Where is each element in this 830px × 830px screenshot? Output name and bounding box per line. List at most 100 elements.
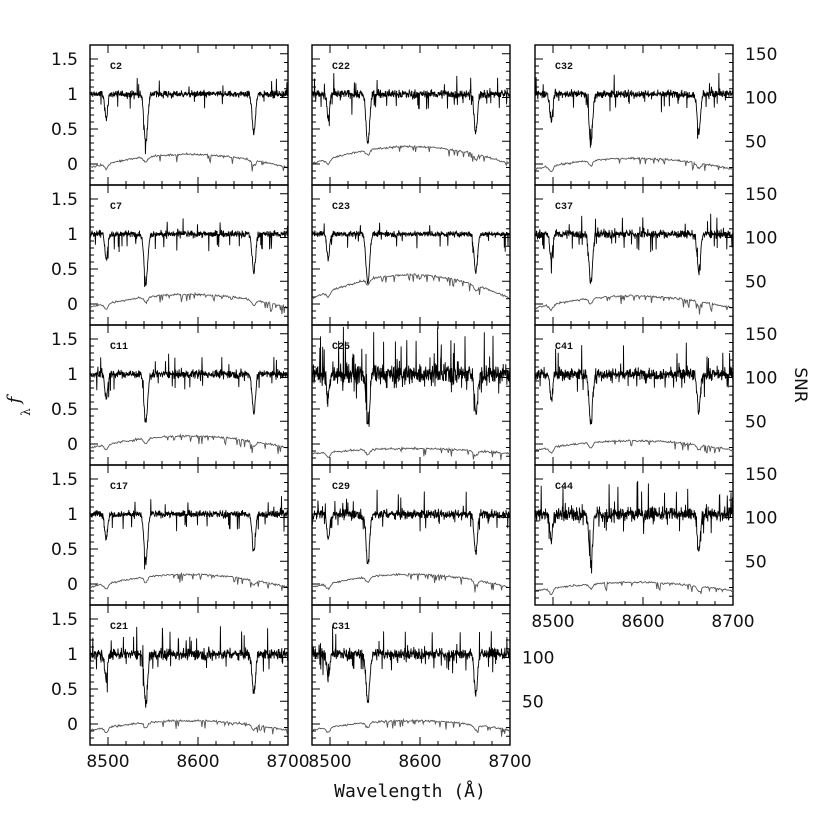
snr-tick-label: 150 — [745, 45, 777, 65]
flux-spectrum — [90, 77, 288, 155]
y-tick-label: 1 — [67, 505, 78, 525]
x-tick-label: 8500 — [531, 612, 574, 632]
panel-label: C7 — [110, 202, 122, 213]
snr-curve — [535, 156, 733, 172]
snr-curve — [90, 571, 288, 591]
flux-spectrum — [535, 480, 733, 574]
y-axis-title-left: f λ — [4, 393, 33, 415]
flux-spectrum — [535, 72, 733, 148]
flux-spectrum — [535, 213, 733, 285]
panel-c32: C32 50 100 150 — [534, 44, 777, 186]
y-tick-label: 0.5 — [51, 680, 78, 700]
flux-spectrum — [312, 222, 510, 285]
snr-curve — [312, 572, 510, 593]
panel-label: C29 — [332, 482, 350, 493]
flux-spectrum — [535, 342, 733, 425]
snr-curve — [535, 580, 733, 596]
x-tick-label: 8600 — [621, 612, 664, 632]
snr-curve — [90, 291, 288, 315]
panel-c22: C22 — [311, 44, 511, 186]
panel-label: C23 — [332, 202, 350, 213]
y-tick-label: 0 — [67, 575, 78, 595]
panel-c11: C11 0 0.5 1 1.5 — [51, 324, 289, 466]
snr-curve — [312, 717, 510, 737]
panel-label: C21 — [110, 622, 128, 633]
panel-label: C17 — [110, 482, 128, 493]
x-tick-label: 8700 — [711, 612, 754, 632]
x-tick-label: 8700 — [488, 752, 531, 772]
y-tick-label: 0 — [67, 435, 78, 455]
x-tick-label: 8500 — [308, 752, 351, 772]
snr-tick-label: 100 — [745, 229, 777, 249]
panel-c7: C7 0 0.5 1 1.5 — [51, 184, 289, 326]
svg-text:λ: λ — [19, 408, 33, 416]
flux-spectrum — [90, 353, 288, 423]
flux-spectrum — [312, 625, 510, 704]
y-tick-label: 0.5 — [51, 540, 78, 560]
panel-c37: C37 50 100 150 — [534, 184, 777, 326]
svg-text:f: f — [4, 393, 25, 405]
snr-tick-label: 50 — [745, 272, 767, 292]
snr-curve — [312, 445, 510, 461]
snr-tick-label: 50 — [745, 132, 767, 152]
y-tick-label: 1 — [67, 225, 78, 245]
x-axis-title: Wavelength (Å) — [334, 780, 486, 802]
panel-c2: C2 0 0.5 1 1.5 — [51, 44, 289, 186]
flux-spectrum — [312, 326, 510, 427]
y-tick-label: 1.5 — [51, 50, 78, 70]
panel-c44: C44 50 100 150 8500 8600 8700 — [531, 464, 777, 632]
flux-spectrum — [312, 489, 510, 565]
y-tick-label: 0.5 — [51, 400, 78, 420]
snr-curve — [312, 144, 510, 167]
panel-c17: C17 0 0.5 1 1.5 — [51, 464, 289, 606]
flux-spectrum — [90, 496, 288, 570]
snr-tick-label: 50 — [522, 692, 544, 712]
panel-c41: C41 50 100 150 — [534, 324, 777, 466]
y-tick-label: 1 — [67, 365, 78, 385]
snr-curve — [312, 272, 510, 300]
snr-curve — [535, 294, 733, 315]
snr-tick-label: 150 — [745, 185, 777, 205]
y-tick-label: 0 — [67, 155, 78, 175]
panel-c23: C23 — [311, 184, 511, 326]
snr-curve — [90, 433, 288, 454]
x-tick-label: 8600 — [398, 752, 441, 772]
y-tick-label: 0 — [67, 715, 78, 735]
panel-c25: C25 — [311, 324, 511, 466]
snr-tick-label: 50 — [745, 412, 767, 432]
panel-label: C2 — [110, 62, 122, 73]
snr-tick-label: 100 — [745, 89, 777, 109]
x-tick-label: 8600 — [176, 752, 219, 772]
panel-label: C44 — [555, 482, 573, 493]
y-tick-label: 0 — [67, 295, 78, 315]
flux-spectrum — [312, 73, 510, 145]
snr-tick-label: 100 — [745, 509, 777, 529]
snr-tick-label: 150 — [745, 325, 777, 345]
y-axis-title-right: SNR — [790, 367, 810, 403]
panel-label: C25 — [332, 342, 350, 353]
snr-curve — [90, 719, 288, 737]
flux-spectrum — [90, 218, 288, 288]
panel-label: C41 — [555, 342, 573, 353]
snr-tick-label: 100 — [745, 369, 777, 389]
panel-c21: C21 0 0.5 1 1.5 8500 8600 8700 — [51, 604, 310, 772]
panel-c31: C31 50 100 8500 8600 8700 — [308, 604, 554, 772]
snr-curve — [90, 152, 288, 172]
y-tick-label: 1.5 — [51, 330, 78, 350]
panel-label: C37 — [555, 202, 573, 213]
y-tick-label: 1 — [67, 85, 78, 105]
snr-tick-label: 50 — [745, 552, 767, 572]
flux-spectrum — [90, 626, 288, 708]
y-tick-label: 1 — [67, 645, 78, 665]
panel-label: C32 — [555, 62, 573, 73]
panel-c29: C29 — [311, 464, 511, 606]
panel-label: C11 — [110, 342, 128, 353]
x-tick-label: 8700 — [266, 752, 309, 772]
snr-tick-label: 150 — [745, 465, 777, 485]
y-tick-label: 1.5 — [51, 610, 78, 630]
y-tick-label: 1.5 — [51, 190, 78, 210]
y-tick-label: 1.5 — [51, 470, 78, 490]
panel-grid: C2 0 0.5 1 1.5 C7 0 0.5 1 1.5 C11 0 0.5 1 1.5 C17 0 0.5 1 1… — [51, 44, 777, 772]
y-tick-label: 0.5 — [51, 260, 78, 280]
